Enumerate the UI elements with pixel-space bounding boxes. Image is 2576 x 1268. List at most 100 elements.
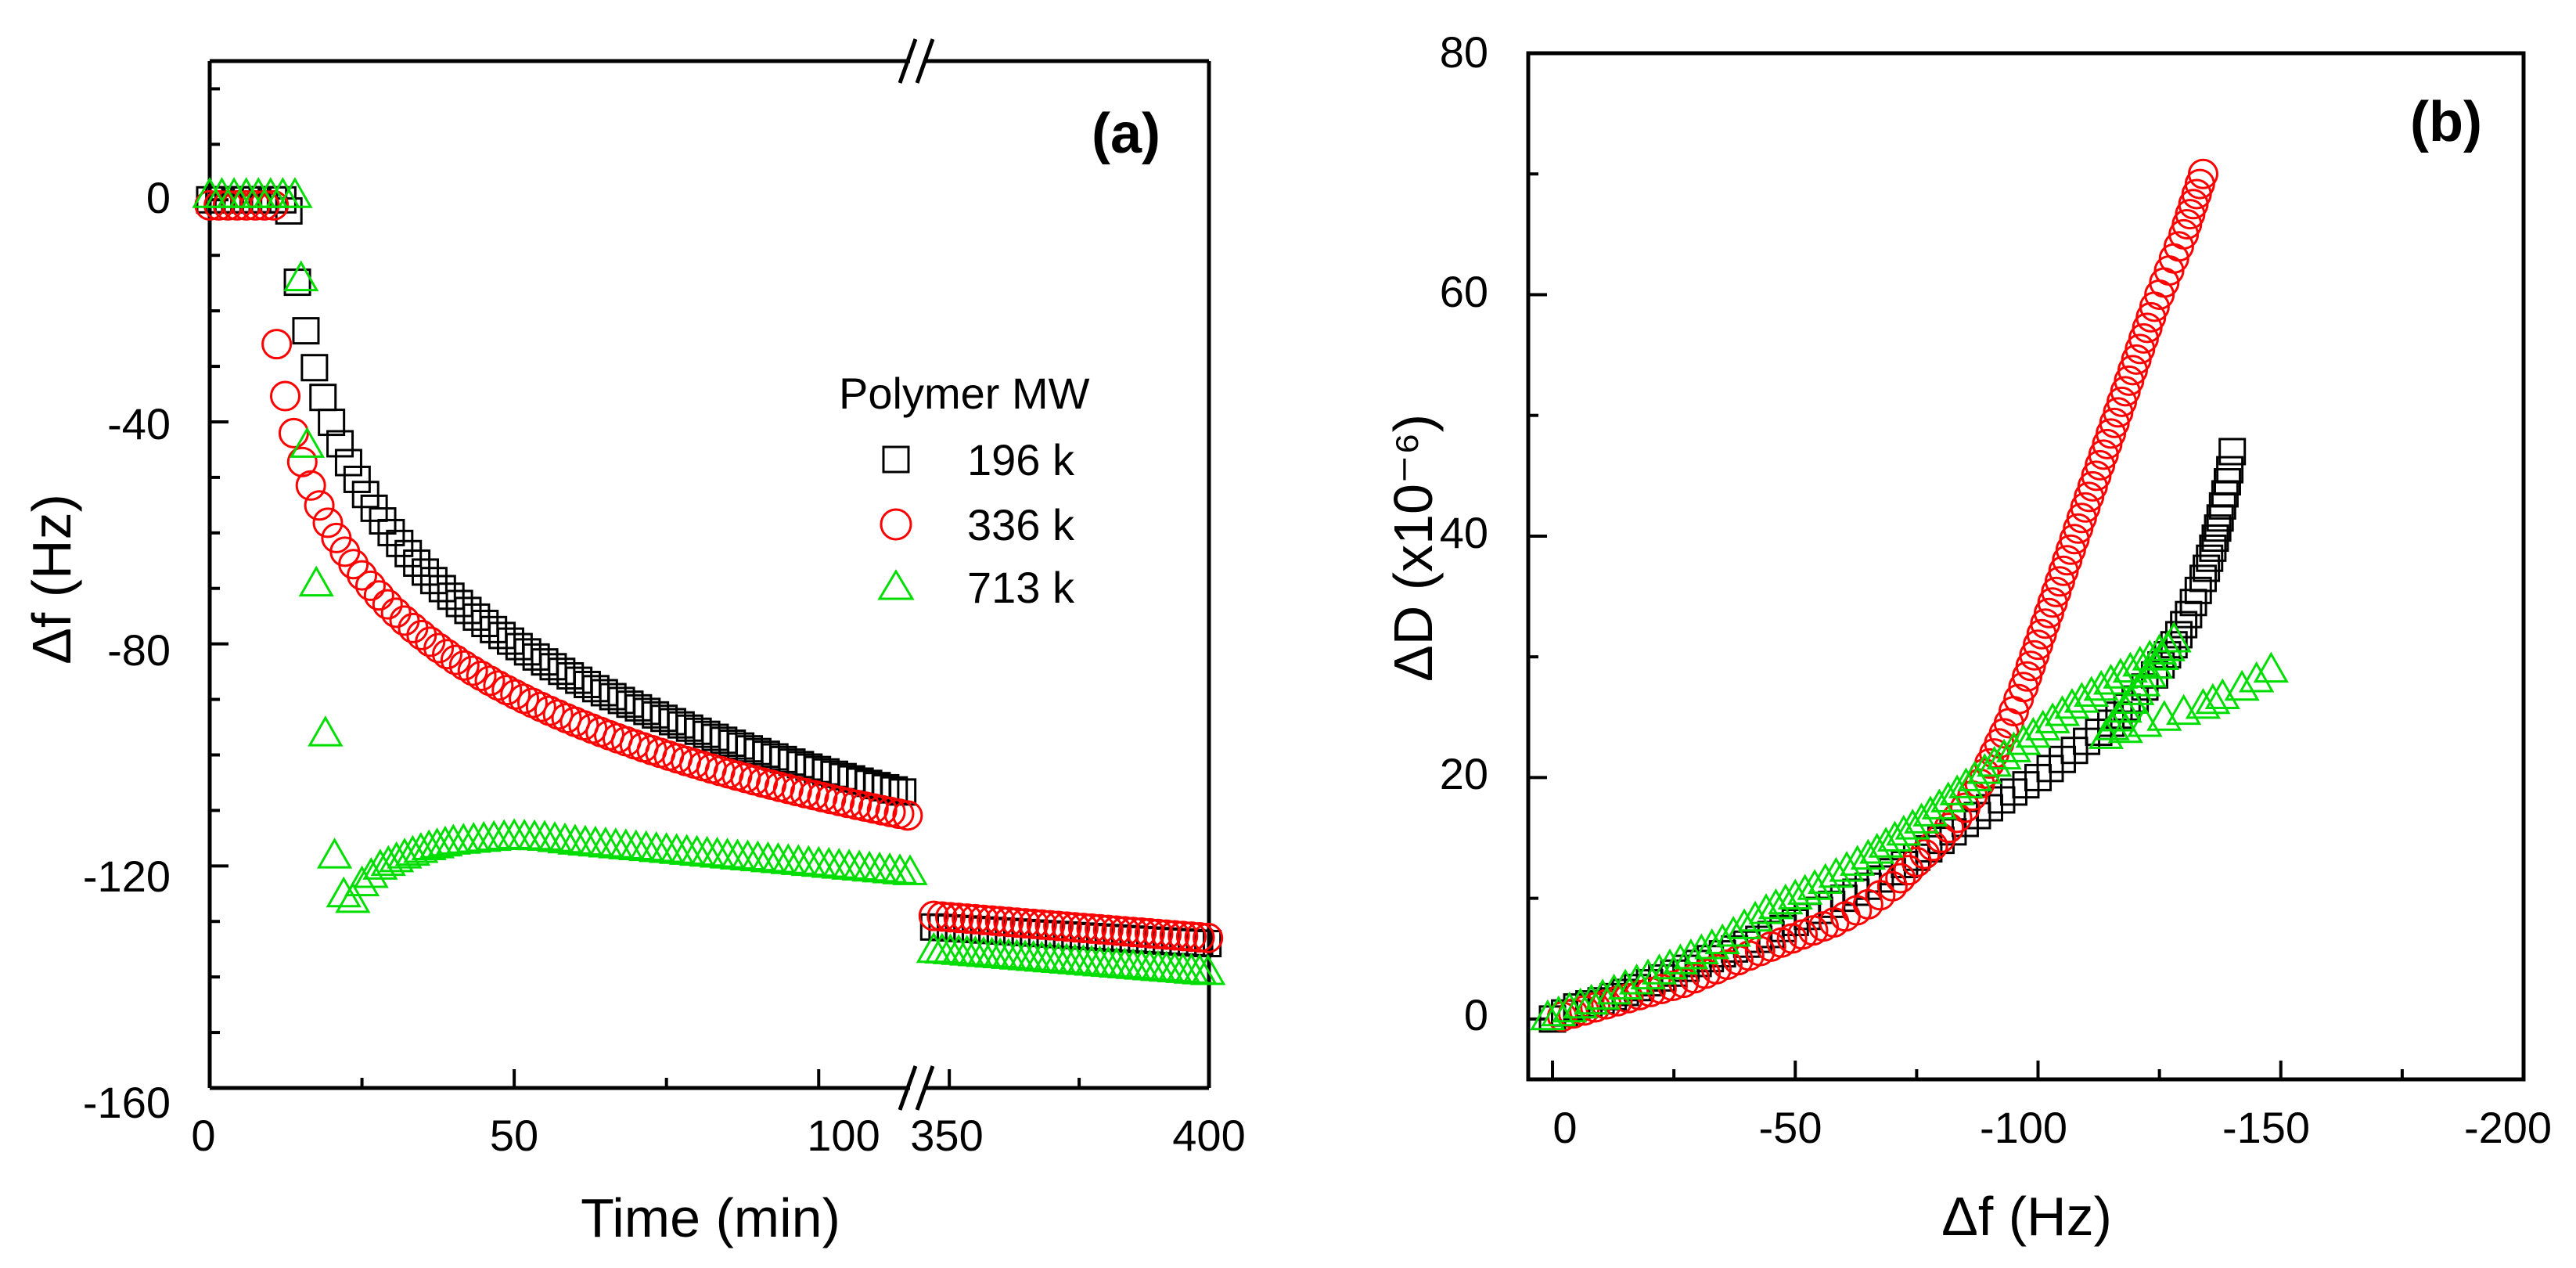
panel-b-point xyxy=(1876,870,1908,902)
panel-a-point xyxy=(1051,911,1082,942)
panel-a-point xyxy=(334,448,362,477)
panel-a-point xyxy=(353,856,389,888)
panel-a-point xyxy=(1151,919,1182,950)
panel-a-point xyxy=(926,901,958,932)
panel-a-point xyxy=(270,380,301,412)
legend-marker-square xyxy=(882,445,910,474)
panel-a-axis-break-top xyxy=(898,38,935,84)
panel-a-point xyxy=(278,417,309,448)
panel-b-x-axis-title: Δf (Hz) xyxy=(1941,1186,2112,1247)
panel-a-point xyxy=(1018,908,1049,939)
panel-b-point xyxy=(1715,915,1751,947)
panel-b-point xyxy=(1859,832,1895,864)
panel-b-point xyxy=(2195,683,2231,715)
panel-b-point xyxy=(2185,687,2222,719)
panel-a-point xyxy=(398,612,429,643)
panel-a-point xyxy=(354,570,386,601)
panel-a-point xyxy=(386,529,414,557)
panel-a-y-axis-title: Δf (Hz) xyxy=(21,494,82,665)
panel-b-point xyxy=(2201,524,2229,553)
panel-b-point xyxy=(2216,456,2244,484)
panel-a-point xyxy=(496,627,524,655)
panel-b-point xyxy=(1758,888,1794,920)
panel-a-point xyxy=(261,329,293,360)
panel-b-point xyxy=(2074,675,2110,707)
panel-a-point xyxy=(513,638,541,666)
panel-b-point xyxy=(1563,987,1599,1019)
panel-a-y-tick-label: -120 xyxy=(83,852,171,901)
panel-b-y-tick-label: 60 xyxy=(1440,267,1488,316)
panel-a-point xyxy=(326,430,354,458)
panel-a-point xyxy=(428,575,456,603)
panel-b-point xyxy=(1530,999,1566,1031)
panel-b-point xyxy=(2083,669,2119,701)
panel-a-x-tick-label: 400 xyxy=(1172,1111,1245,1160)
panel-b-y-tick-label: 0 xyxy=(1464,990,1488,1039)
panel-a-point xyxy=(440,644,471,675)
panel-a-point xyxy=(1175,921,1207,953)
panel-a-point xyxy=(295,470,326,501)
panel-a-point xyxy=(547,822,583,854)
panel-a-point xyxy=(1167,920,1199,952)
panel-a-point xyxy=(1126,917,1157,949)
panel-b-point xyxy=(2224,669,2260,701)
panel-b: 0 20 40 60 80 0 -50 -100 -150 -200 Δf (H… xyxy=(1383,27,2552,1247)
panel-a-point xyxy=(1101,915,1132,946)
panel-a-point xyxy=(258,189,290,221)
panel-a-point xyxy=(1109,916,1140,947)
panel-b-point xyxy=(2170,611,2198,639)
panel-a-point xyxy=(1043,910,1074,942)
panel-a-point xyxy=(1067,913,1099,944)
panel-a-axes-frame xyxy=(207,59,1211,1090)
panel-a-point xyxy=(283,260,319,292)
panel-a-point xyxy=(412,558,440,586)
panel-b-point xyxy=(1909,838,1941,870)
panel-a-point xyxy=(239,189,271,221)
panel-b-point xyxy=(1777,878,1813,910)
panel-a-point xyxy=(347,560,378,591)
panel-a-point xyxy=(300,354,329,382)
panel-b-x-tick-label: 0 xyxy=(1552,1103,1577,1152)
panel-a-point xyxy=(505,632,533,661)
panel-a-point xyxy=(351,481,380,509)
panel-a-point xyxy=(1076,913,1107,944)
panel-a-point xyxy=(466,661,497,692)
panel-b-point xyxy=(1850,838,1886,870)
panel-a-point xyxy=(318,409,346,437)
panel-b-point xyxy=(2054,687,2090,719)
panel-a-point xyxy=(952,903,983,935)
panel-a-point xyxy=(387,838,423,869)
panel-a-point xyxy=(483,670,514,701)
panel-b-point xyxy=(2103,657,2139,689)
panel-a-point xyxy=(984,906,1016,937)
panel-a-point xyxy=(394,834,431,866)
panel-a-point xyxy=(377,518,405,546)
panel-a-point xyxy=(491,675,523,706)
panel-a-point xyxy=(1193,922,1224,953)
panel-a-point xyxy=(437,582,465,611)
panel-a-point xyxy=(362,848,398,880)
panel-b-x-tick-label: -50 xyxy=(1759,1103,1822,1152)
panel-a-point xyxy=(1009,908,1041,939)
panel-a-point xyxy=(636,734,667,765)
panel-a-point xyxy=(379,841,415,873)
panel-a-point xyxy=(474,665,505,697)
panel-a-x-tick-label: 0 xyxy=(191,1111,215,1160)
panel-a-point xyxy=(1092,914,1124,946)
panel-b-axes-frame xyxy=(1526,51,2526,1082)
panel-b-point xyxy=(1886,814,1922,846)
panel-a-point xyxy=(432,639,463,670)
panel-a-point xyxy=(286,446,318,477)
legend-label-336k: 336 k xyxy=(967,500,1075,549)
panel-a-point xyxy=(304,490,335,521)
panel-b-point xyxy=(1893,855,1924,886)
panel-b-point xyxy=(1885,863,1916,894)
panel-a-point xyxy=(892,800,923,831)
panel-a-point xyxy=(343,465,371,493)
panel-a-point xyxy=(1159,920,1190,951)
panel-b-point xyxy=(2187,158,2218,189)
panel-b-point xyxy=(2146,700,2182,731)
panel-a-point xyxy=(411,829,447,861)
panel-b-point xyxy=(2204,514,2232,542)
